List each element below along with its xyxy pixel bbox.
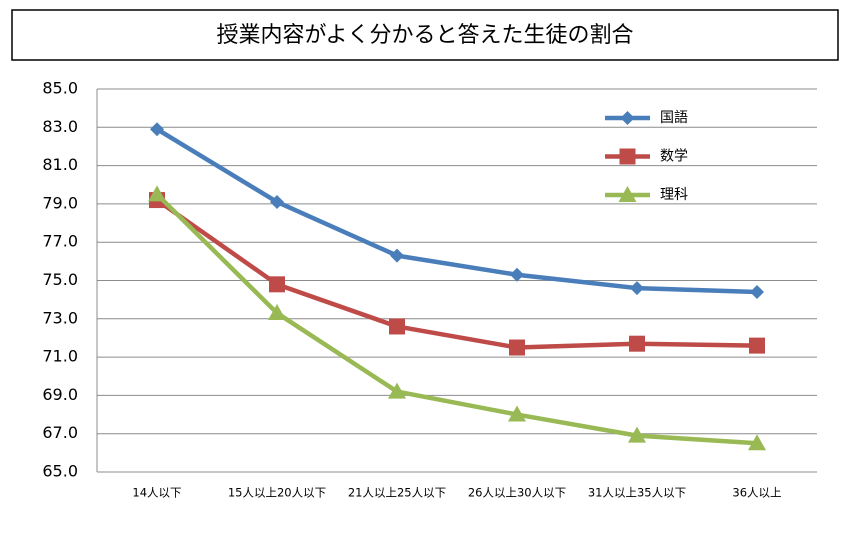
y-tick-label: 83.0: [42, 117, 78, 136]
data-point: [630, 281, 644, 296]
y-tick-label: 75.0: [42, 270, 78, 289]
y-tick-label: 67.0: [42, 423, 78, 442]
data-point: [509, 339, 525, 356]
data-point: [510, 267, 524, 282]
legend-label: 理科: [660, 187, 688, 203]
data-point: [150, 122, 164, 137]
x-tick-label: 26人以上30人以下: [468, 486, 566, 500]
data-point: [389, 318, 405, 335]
x-tick-label: 36人以上: [732, 486, 781, 500]
data-point: [629, 335, 645, 352]
data-point: [270, 194, 284, 209]
y-tick-label: 65.0: [42, 462, 78, 481]
y-tick-label: 69.0: [42, 385, 78, 404]
legend-marker: [618, 186, 637, 202]
series-line: [155, 127, 758, 295]
series-line: [155, 198, 758, 350]
data-point: [750, 284, 764, 299]
data-point: [748, 434, 766, 451]
chart-title: 授業内容がよく分かると答えた生徒の割合: [217, 23, 634, 48]
y-tick-label: 77.0: [42, 232, 78, 251]
series-line: [155, 192, 758, 446]
legend-marker: [619, 148, 636, 165]
data-point: [628, 426, 646, 443]
y-tick-label: 73.0: [42, 308, 78, 327]
legend-marker: [620, 111, 635, 125]
y-tick-label: 79.0: [42, 193, 78, 212]
data-point: [268, 304, 286, 321]
x-tick-label: 15人以上20人以下: [228, 486, 326, 500]
data-point: [508, 405, 526, 422]
data-point: [390, 248, 404, 263]
legend-label: 数学: [660, 149, 688, 165]
y-tick-label: 85.0: [42, 79, 78, 98]
data-point: [388, 382, 406, 399]
data-point: [148, 185, 166, 202]
data-point: [269, 276, 285, 293]
data-point: [749, 337, 765, 354]
legend-label: 国語: [660, 110, 688, 126]
x-tick-label: 21人以上25人以下: [348, 486, 446, 500]
y-tick-label: 71.0: [42, 347, 78, 366]
x-tick-label: 14人以下: [132, 486, 181, 500]
x-tick-label: 31人以上35人以下: [588, 486, 686, 500]
y-tick-label: 81.0: [42, 155, 78, 174]
title-box: [11, 9, 839, 61]
